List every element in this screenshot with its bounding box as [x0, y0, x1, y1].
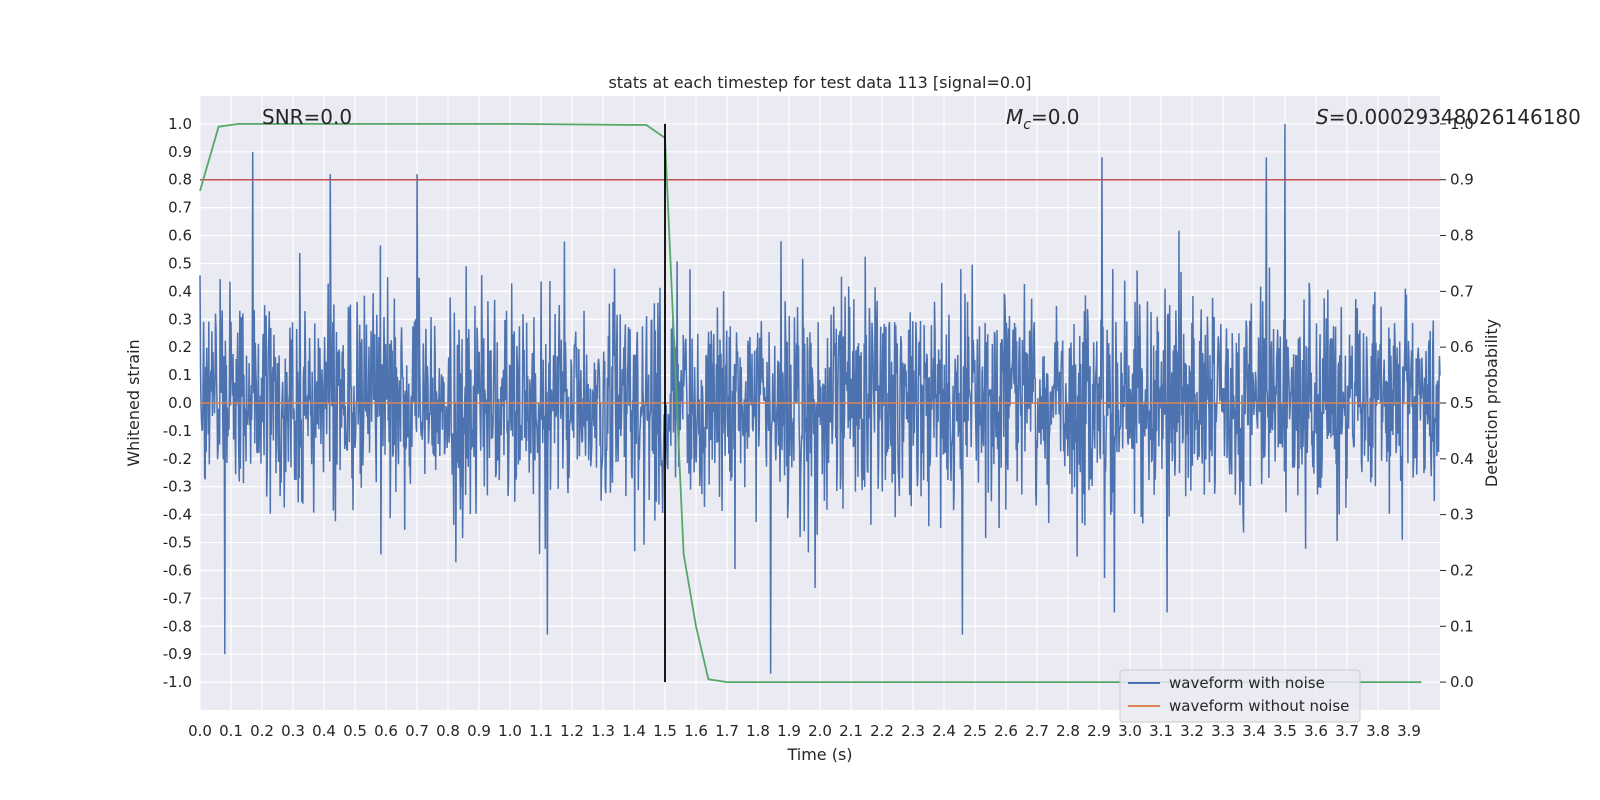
- y-tick-label: 0.5: [168, 254, 192, 272]
- x-tick-label: 0.1: [219, 722, 243, 740]
- y2-tick-label: 0.0: [1450, 673, 1474, 691]
- y2-tick-label: 0.8: [1450, 227, 1474, 245]
- mc-subscript: c: [1023, 117, 1031, 133]
- y-tick-label: 0.6: [168, 227, 192, 245]
- legend-box: [1119, 669, 1361, 723]
- y-tick-label: -0.6: [163, 561, 192, 579]
- snr-annotation: SNR=0.0: [262, 105, 352, 129]
- x-tick-label: 3.9: [1397, 722, 1421, 740]
- x-tick-label: 2.7: [1025, 722, 1049, 740]
- series-detection-probability: [199, 123, 1422, 683]
- x-axis: 0.0 0.1 0.2 0.3 0.4 0.5 0.6 0.7 0.8 0.9 1.0 1.1 1.2 1…: [188, 722, 1421, 740]
- y-tick-label: -0.1: [163, 422, 192, 440]
- y2-tick-label: 1.0: [1450, 115, 1474, 133]
- x-tick-label: 1.2: [560, 722, 584, 740]
- y2-tick-label: 0.9: [1450, 171, 1474, 189]
- x-tick-label: 3.0: [1118, 722, 1142, 740]
- legend: waveform with noise waveform without noi…: [1119, 669, 1361, 723]
- mc-value: =0.0: [1031, 105, 1080, 129]
- y2-tick-label: 0.3: [1450, 506, 1474, 524]
- legend-label-noise: waveform with noise: [1169, 674, 1325, 692]
- y-tick-label: 0.8: [168, 171, 192, 189]
- x-tick-label: 2.8: [1056, 722, 1080, 740]
- x-tick-label: 1.9: [777, 722, 801, 740]
- x-tick-label: 1.8: [746, 722, 770, 740]
- y2-tick-label: 0.6: [1450, 338, 1474, 356]
- y-tick-label: -0.7: [163, 589, 192, 607]
- x-tick-label: 1.6: [684, 722, 708, 740]
- y-tick-label: 1.0: [168, 115, 192, 133]
- y-tick-label: 0.7: [168, 199, 192, 217]
- y-axis-left: 1.0 0.9 0.8 0.7 0.6 0.5 0.4 0.3 0.2 0.1 0.0 -0.1 -0.…: [163, 115, 192, 691]
- x-tick-label: 3.7: [1335, 722, 1359, 740]
- x-tick-label: 1.3: [591, 722, 615, 740]
- mc-symbol: M: [1006, 105, 1023, 129]
- x-tick-label: 0.0: [188, 722, 212, 740]
- s-symbol: S: [1316, 105, 1329, 129]
- x-tick-label: 3.4: [1242, 722, 1266, 740]
- mc-annotation: Mc=0.0: [1006, 105, 1080, 133]
- x-tick-label: 1.0: [498, 722, 522, 740]
- x-tick-label: 3.2: [1180, 722, 1204, 740]
- x-tick-label: 1.5: [653, 722, 677, 740]
- y-tick-label: 0.3: [168, 310, 192, 328]
- x-tick-label: 3.8: [1366, 722, 1390, 740]
- chart-title: stats at each timestep for test data 113…: [608, 73, 1031, 92]
- y-tick-label: 0.4: [168, 282, 192, 300]
- x-axis-label: Time (s): [786, 745, 852, 764]
- y-tick-label: 0.1: [168, 366, 192, 384]
- x-tick-label: 2.4: [932, 722, 956, 740]
- x-tick-label: 1.1: [529, 722, 553, 740]
- x-tick-label: 2.0: [808, 722, 832, 740]
- s-value: =0.00029348026146180: [1329, 105, 1581, 129]
- y-tick-label: 0.2: [168, 338, 192, 356]
- y2-tick-label: 0.4: [1450, 450, 1474, 468]
- x-tick-label: 3.1: [1149, 722, 1173, 740]
- y2-tick-label: 0.5: [1450, 394, 1474, 412]
- y-tick-label: -0.2: [163, 450, 192, 468]
- x-tick-label: 0.7: [405, 722, 429, 740]
- x-tick-label: 2.3: [901, 722, 925, 740]
- x-tick-label: 2.2: [870, 722, 894, 740]
- y-tick-label: -0.4: [163, 506, 192, 524]
- y-tick-label: 0.9: [168, 143, 192, 161]
- x-tick-label: 0.9: [467, 722, 491, 740]
- y2-tick-label: 0.2: [1450, 561, 1474, 579]
- y2-tick-label: 0.7: [1450, 282, 1474, 300]
- y-tick-label: 0.0: [168, 394, 192, 412]
- y-axis-right: 1.0 0.9 0.8 0.7 0.6 0.5 0.4 0.3 0.2 0.1 0.0: [1440, 115, 1474, 691]
- x-tick-label: 0.3: [281, 722, 305, 740]
- x-tick-label: 2.9: [1087, 722, 1111, 740]
- x-tick-label: 1.4: [622, 722, 646, 740]
- y-tick-label: -0.9: [163, 645, 192, 663]
- y-tick-label: -0.5: [163, 534, 192, 552]
- y-axis-label: Whitened strain: [124, 339, 143, 466]
- y2-tick-label: 0.1: [1450, 617, 1474, 635]
- x-tick-label: 2.6: [994, 722, 1018, 740]
- x-tick-label: 3.5: [1273, 722, 1297, 740]
- x-tick-label: 1.7: [715, 722, 739, 740]
- x-tick-label: 2.5: [963, 722, 987, 740]
- legend-label-clean: waveform without noise: [1169, 697, 1349, 715]
- x-tick-label: 3.6: [1304, 722, 1328, 740]
- x-tick-label: 0.4: [312, 722, 336, 740]
- x-tick-label: 0.5: [343, 722, 367, 740]
- y-tick-label: -1.0: [163, 673, 192, 691]
- y-tick-label: -0.3: [163, 478, 192, 496]
- x-tick-label: 0.6: [374, 722, 398, 740]
- y-tick-label: -0.8: [163, 617, 192, 635]
- y2-axis-label: Detection probability: [1482, 319, 1501, 487]
- s-annotation: S=0.00029348026146180: [1316, 105, 1581, 129]
- x-tick-label: 0.2: [250, 722, 274, 740]
- x-tick-label: 3.3: [1211, 722, 1235, 740]
- x-tick-label: 0.8: [436, 722, 460, 740]
- x-tick-label: 2.1: [839, 722, 863, 740]
- plot-area: [199, 123, 1441, 683]
